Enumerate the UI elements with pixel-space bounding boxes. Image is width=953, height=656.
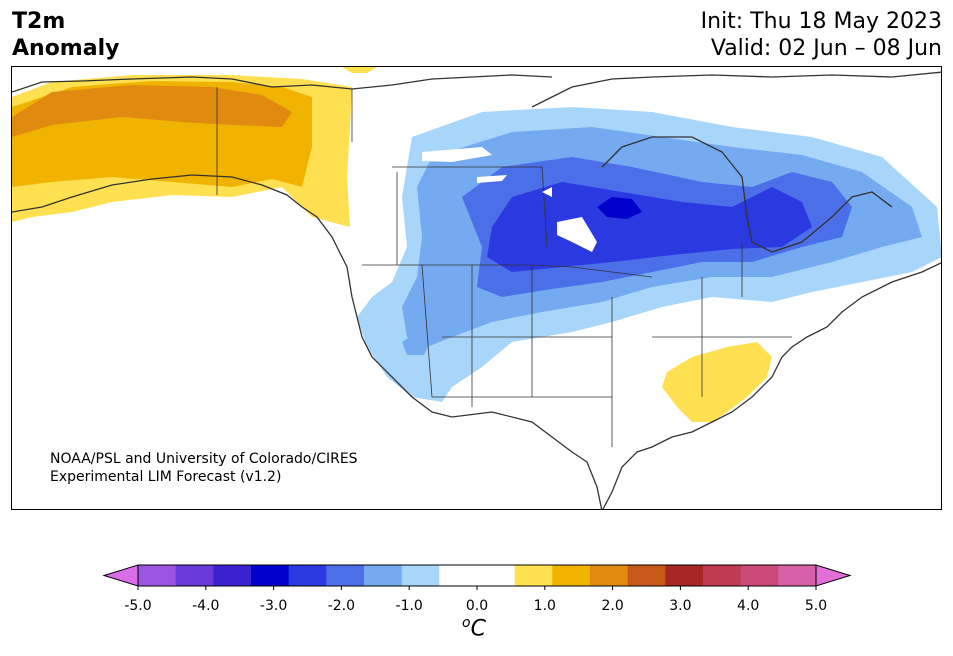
colorbar-tick-label: -5.0 [124, 598, 152, 614]
init-date: Init: Thu 18 May 2023 [700, 9, 942, 34]
colorbar-swatch [288, 565, 327, 586]
colorbar-swatch [138, 565, 177, 586]
title-line2: Anomaly [12, 36, 120, 61]
unit-letter: C [470, 616, 486, 642]
colorbar-swatch [703, 565, 742, 586]
map-panel: NOAA/PSL and University of Colorado/CIRE… [11, 66, 942, 510]
lakes [422, 147, 597, 252]
colorbar-swatch [740, 565, 779, 586]
valid-date: Valid: 02 Jun – 08 Jun [710, 36, 942, 61]
colorbar-swatch [251, 565, 290, 586]
colorbar-tick-label: 5.0 [804, 598, 828, 614]
colorbar-swatch [175, 565, 214, 586]
title-line1: T2m [12, 9, 66, 34]
credit-line1: NOAA/PSL and University of Colorado/CIRE… [50, 451, 358, 467]
colorbar-swatch [439, 565, 478, 586]
colorbar-swatch [552, 565, 591, 586]
colorbar-ticks [137, 586, 817, 590]
colorbar-tick-label: -1.0 [395, 598, 423, 614]
colorbar-tick-label: 1.0 [533, 598, 556, 614]
colorbar-tick-label: 4.0 [737, 598, 760, 614]
colorbar-swatch [590, 565, 629, 586]
credit-line2: Experimental LIM Forecast (v1.2) [50, 469, 282, 485]
forecast-dates: Init: Thu 18 May 2023 Valid: 02 Jun – 08… [701, 8, 942, 62]
colorbar-unit: oC [462, 615, 486, 641]
colorbar-swatch [213, 565, 252, 586]
colorbar-swatch [514, 565, 553, 586]
cold-anomaly-central [357, 107, 941, 402]
coastlines [12, 71, 941, 509]
colorbar-tick-label: 3.0 [669, 598, 692, 614]
colorbar-extend-low [102, 564, 139, 587]
colorbar-swatch [665, 565, 704, 586]
colorbar-swatches [102, 564, 852, 587]
colorbar-swatch [778, 565, 817, 586]
unit-degree: o [462, 615, 471, 631]
colorbar-swatch [364, 565, 403, 586]
colorbar-tick-label: -2.0 [327, 598, 356, 614]
credit-text: NOAA/PSL and University of Colorado/CIRE… [50, 450, 358, 486]
political-borders [216, 87, 792, 447]
warm-anomaly-southeast [662, 342, 772, 422]
anomaly-map [12, 67, 941, 509]
colorbar-tick-label: 0.0 [465, 598, 489, 614]
map-title: T2m Anomaly [12, 8, 119, 62]
colorbar-swatch [477, 565, 516, 586]
colorbar-swatch [401, 565, 440, 586]
colorbar-tick-label: -4.0 [192, 598, 220, 614]
colorbar-tick-label: -3.0 [259, 598, 288, 614]
colorbar-swatch [627, 565, 666, 586]
colorbar-swatch [326, 565, 365, 586]
colorbar-tick-label: 2.0 [601, 598, 624, 614]
colorbar-extend-high [815, 564, 852, 587]
